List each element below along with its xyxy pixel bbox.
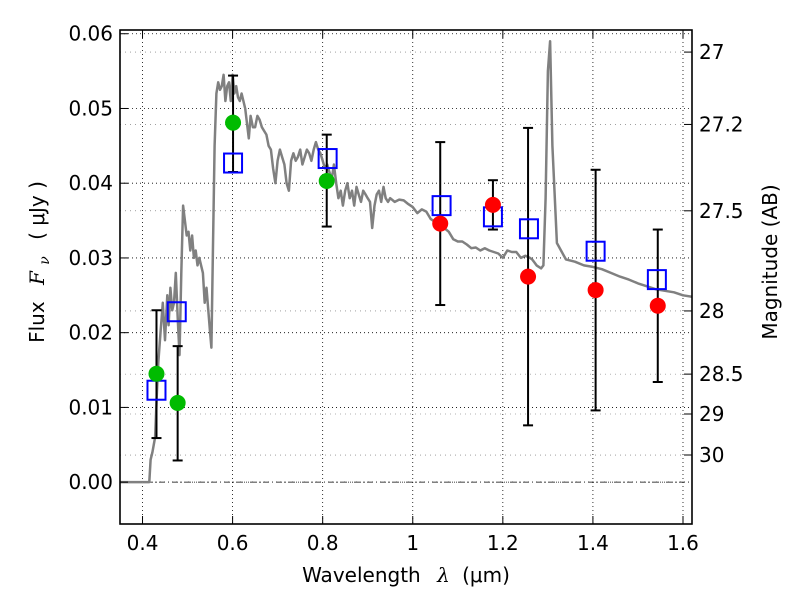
model-square-marker — [585, 240, 606, 262]
y2-tick-label: 27.2 — [699, 112, 744, 136]
x-tick-label: 1.6 — [667, 531, 699, 555]
y-tick-label: 0.05 — [68, 96, 113, 120]
x-tick-label: 0.6 — [217, 531, 249, 555]
y-tick-label: 0.00 — [68, 470, 113, 494]
x-axis-label-prefix: Wavelength — [302, 563, 421, 587]
y-axis-label-symbol: F — [25, 270, 49, 286]
model-square-marker — [166, 301, 187, 323]
x-tick-label: 1.4 — [577, 531, 609, 555]
model-square-marker — [431, 195, 452, 217]
y2-tick-label: 28.5 — [699, 362, 744, 386]
x-tick-label: 1 — [406, 531, 419, 555]
ticks — [120, 30, 692, 524]
tick-labels: 0.4 0.6 0.8 1 1.2 1.4 1.6 0.00 0.01 0.02 0.03 0.04 0… — [68, 22, 743, 555]
y-tick-label: 0.04 — [68, 171, 113, 195]
x-tick-label: 0.4 — [127, 531, 159, 555]
nir-observations-marker — [649, 297, 666, 314]
y-axis-label-unit: ( μJy ) — [25, 181, 49, 240]
y2-tick-label: 30 — [699, 443, 724, 467]
y-tick-label: 0.02 — [68, 321, 113, 345]
plot-data — [120, 39, 692, 484]
y2-tick-label: 27.5 — [699, 199, 744, 223]
optical-observations-marker — [148, 365, 165, 382]
y-tick-label: 0.06 — [68, 22, 113, 46]
x-axis-label-symbol: λ — [436, 563, 450, 587]
optical-observations-marker — [225, 114, 242, 131]
y-axis-label-subscript: ν — [37, 256, 53, 265]
model-square-marker — [223, 152, 244, 174]
x-axis-label-unit: (μm) — [462, 563, 510, 587]
nir-observations-marker — [484, 196, 501, 213]
axes-frame — [119, 29, 693, 525]
model-square-marker — [518, 218, 539, 240]
y2-axis-label: Magnitude (AB) — [758, 184, 782, 339]
nir-observations-marker — [587, 282, 604, 299]
optical-observations-marker — [318, 172, 335, 189]
y2-tick-label: 28 — [699, 299, 724, 323]
x-axis-label: Wavelength λ (μm) — [302, 563, 510, 587]
x-tick-label: 0.8 — [307, 531, 339, 555]
y-axis-label-prefix: Flux — [25, 301, 49, 343]
x-tick-label: 1.2 — [487, 531, 519, 555]
y2-tick-label: 27 — [699, 40, 724, 64]
y-axis-label: Flux F ν ( μJy ) — [25, 181, 54, 343]
optical-observations-marker — [169, 394, 186, 411]
y2-tick-label: 29 — [699, 402, 724, 426]
model-square-marker — [646, 269, 667, 291]
y-tick-label: 0.03 — [68, 246, 113, 270]
nir-observations-marker — [432, 215, 449, 232]
y-tick-label: 0.01 — [68, 395, 113, 419]
nir-observations-marker — [520, 268, 537, 285]
model-square-marker — [317, 148, 338, 170]
spectrum-line — [120, 39, 692, 484]
